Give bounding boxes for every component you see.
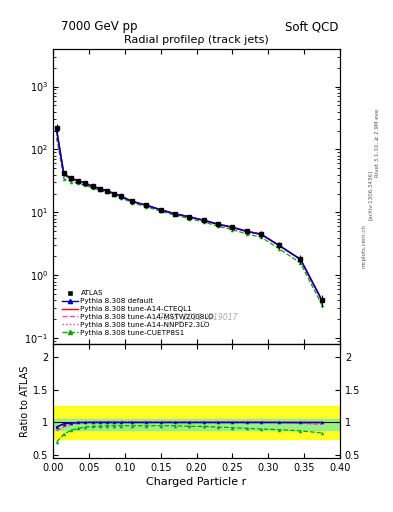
Text: Soft QCD: Soft QCD [285, 20, 339, 33]
Title: Radial profileρ (track jets): Radial profileρ (track jets) [124, 35, 269, 45]
Text: ATLAS_2011_I919017: ATLAS_2011_I919017 [155, 312, 238, 321]
Text: mcplots.cern.ch: mcplots.cern.ch [361, 224, 366, 268]
Y-axis label: Ratio to ATLAS: Ratio to ATLAS [20, 366, 30, 437]
X-axis label: Charged Particle r: Charged Particle r [146, 477, 247, 487]
Text: 7000 GeV pp: 7000 GeV pp [61, 20, 138, 33]
Text: Rivet 3.1.10, ≥ 2.9M eve: Rivet 3.1.10, ≥ 2.9M eve [375, 109, 380, 178]
Legend: ATLAS, Pythia 8.308 default, Pythia 8.308 tune-A14-CTEQL1, Pythia 8.308 tune-A14: ATLAS, Pythia 8.308 default, Pythia 8.30… [59, 288, 217, 338]
Text: [arXiv:1306.3436]: [arXiv:1306.3436] [368, 169, 373, 220]
